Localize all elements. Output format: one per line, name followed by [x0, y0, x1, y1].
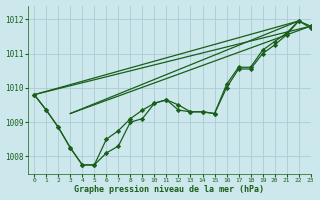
- X-axis label: Graphe pression niveau de la mer (hPa): Graphe pression niveau de la mer (hPa): [75, 185, 264, 194]
